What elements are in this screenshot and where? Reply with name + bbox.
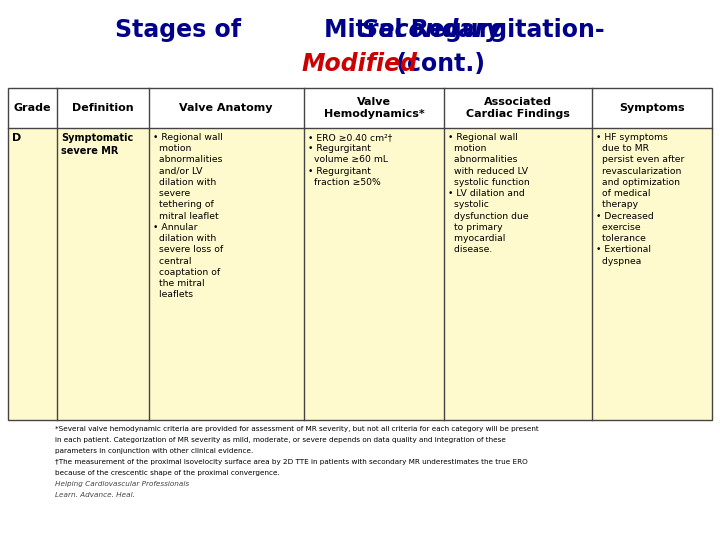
Text: • HF symptoms
  due to MR
  persist even after
  revascularization
  and optimiz: • HF symptoms due to MR persist even aft… bbox=[596, 133, 685, 266]
Bar bbox=[8, 128, 712, 420]
Text: (cont.): (cont.) bbox=[235, 52, 485, 76]
Text: Symptomatic
severe MR: Symptomatic severe MR bbox=[61, 133, 133, 156]
Text: in each patient. Categorization of MR severity as mild, moderate, or severe depe: in each patient. Categorization of MR se… bbox=[55, 437, 506, 443]
Text: parameters in conjunction with other clinical evidence.: parameters in conjunction with other cli… bbox=[55, 448, 253, 454]
Text: • Regional wall
  motion
  abnormalities
  with reduced LV
  systolic function
•: • Regional wall motion abnormalities wit… bbox=[449, 133, 530, 254]
Text: Symptoms: Symptoms bbox=[619, 103, 685, 113]
Text: *Several valve hemodynamic criteria are provided for assessment of MR severity, : *Several valve hemodynamic criteria are … bbox=[55, 426, 539, 432]
Text: Secondary: Secondary bbox=[219, 18, 501, 42]
Text: • Regional wall
  motion
  abnormalities
  and/or LV
  dilation with
  severe
  : • Regional wall motion abnormalities and… bbox=[153, 133, 223, 299]
Text: because of the crescentic shape of the proximal convergence.: because of the crescentic shape of the p… bbox=[55, 470, 280, 476]
Text: D: D bbox=[12, 133, 22, 143]
Text: Learn. Advance. Heal.: Learn. Advance. Heal. bbox=[55, 492, 135, 498]
Text: †The measurement of the proximal isovelocity surface area by 2D TTE in patients : †The measurement of the proximal isovelo… bbox=[55, 459, 528, 465]
Text: • ERO ≥0.40 cm²†
• Regurgitant
  volume ≥60 mL
• Regurgitant
  fraction ≥50%: • ERO ≥0.40 cm²† • Regurgitant volume ≥6… bbox=[307, 133, 392, 187]
Text: Stages of                Mitral Regurgitation-: Stages of Mitral Regurgitation- bbox=[115, 18, 605, 42]
Bar bbox=[8, 88, 712, 420]
Text: Valve
Hemodynamics*: Valve Hemodynamics* bbox=[324, 97, 425, 119]
Text: Helping Cardiovascular Professionals: Helping Cardiovascular Professionals bbox=[55, 481, 189, 487]
Text: Valve Anatomy: Valve Anatomy bbox=[179, 103, 273, 113]
Text: Associated
Cardiac Findings: Associated Cardiac Findings bbox=[467, 97, 570, 119]
Bar bbox=[8, 88, 712, 128]
Text: Grade: Grade bbox=[14, 103, 51, 113]
Text: Modified: Modified bbox=[302, 52, 418, 76]
Text: Definition: Definition bbox=[72, 103, 134, 113]
